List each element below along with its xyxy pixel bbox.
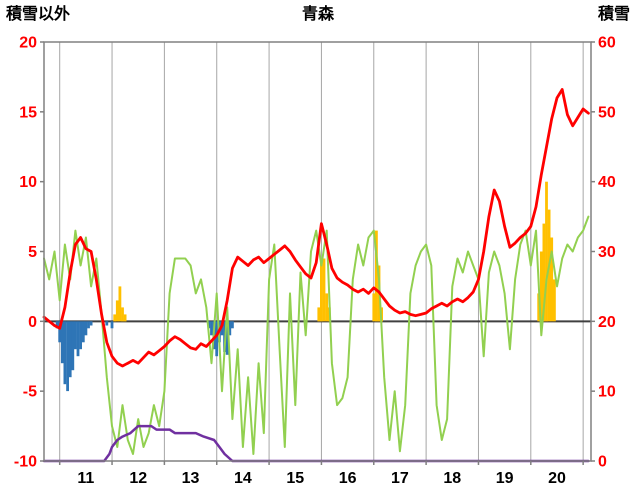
svg-text:13: 13 (182, 470, 200, 487)
svg-text:19: 19 (496, 470, 514, 487)
svg-text:11: 11 (77, 470, 94, 487)
svg-text:5: 5 (28, 244, 37, 261)
svg-text:15: 15 (19, 104, 37, 121)
svg-text:17: 17 (391, 470, 409, 487)
svg-text:30: 30 (598, 244, 616, 261)
svg-text:10: 10 (19, 174, 37, 191)
svg-text:20: 20 (598, 314, 616, 331)
svg-text:60: 60 (598, 35, 616, 52)
left-axis-title: 積雪以外 (6, 6, 71, 23)
right-axis-title: 積雪 (597, 6, 630, 23)
svg-text:15: 15 (286, 470, 304, 487)
svg-text:10: 10 (598, 384, 616, 401)
chart-title: 青森 (301, 6, 334, 23)
svg-text:-10: -10 (14, 454, 37, 471)
svg-text:20: 20 (548, 470, 566, 487)
svg-text:18: 18 (443, 470, 461, 487)
svg-text:14: 14 (234, 470, 252, 487)
svg-text:20: 20 (19, 35, 37, 52)
svg-text:50: 50 (598, 104, 616, 121)
svg-text:12: 12 (129, 470, 147, 487)
svg-text:0: 0 (28, 314, 37, 331)
svg-text:0: 0 (598, 454, 607, 471)
svg-text:-5: -5 (23, 384, 37, 401)
svg-text:40: 40 (598, 174, 616, 191)
svg-text:16: 16 (339, 470, 357, 487)
